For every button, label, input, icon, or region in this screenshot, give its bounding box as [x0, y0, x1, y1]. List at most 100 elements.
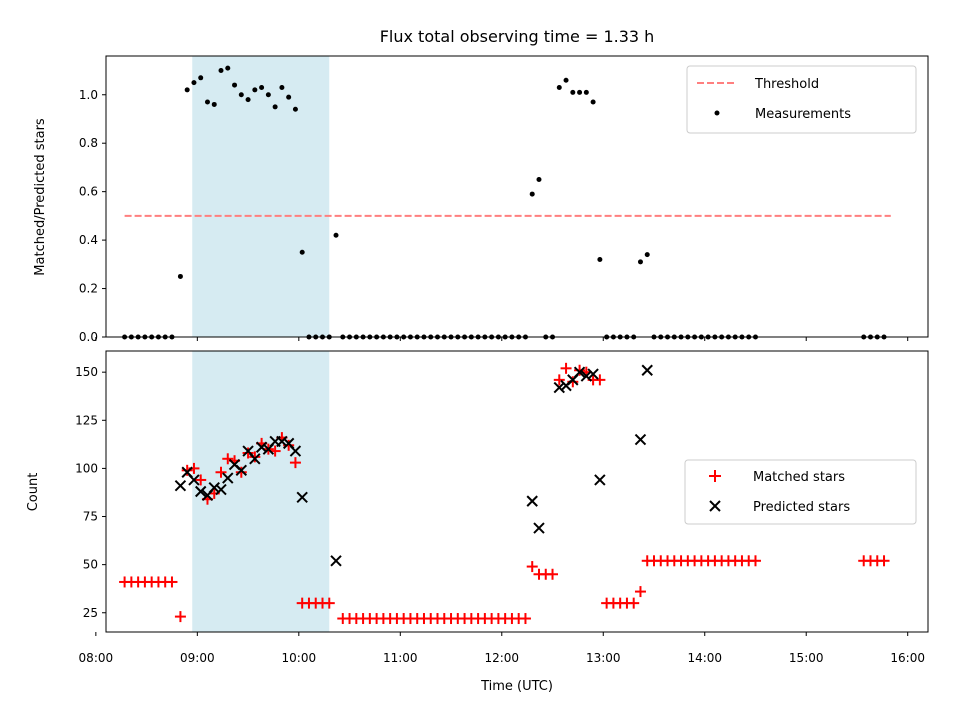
- bottom-y-tick-label: 100: [75, 461, 98, 475]
- bottom-x-tick-label: 09:00: [180, 651, 215, 665]
- bottom-x-axis-label: Time (UTC): [480, 679, 553, 694]
- bottom-x-tick-label: 11:00: [383, 651, 418, 665]
- predicted-star-marker: [235, 464, 248, 477]
- bottom-legend-frame: [684, 459, 917, 525]
- predicted-star-marker: [533, 522, 545, 534]
- top-y-axis-label: Matched/Predicted stars: [33, 118, 48, 276]
- matched-legend-handle: [709, 470, 721, 482]
- top-plot-frame: [105, 55, 929, 338]
- predicted-star-marker: [587, 368, 599, 380]
- measurement-point: [299, 249, 305, 255]
- predicted-star-marker: [208, 481, 220, 494]
- measurement-point: [184, 87, 190, 93]
- bottom-y-tick-label: 25: [83, 606, 98, 620]
- predicted-star-marker: [174, 480, 187, 492]
- bottom-x-tick-label: 08:00: [79, 651, 114, 665]
- predicted-star-marker: [215, 483, 227, 496]
- matched-star-marker: [634, 586, 646, 598]
- bottom-x-tick-label: 14:00: [687, 651, 722, 665]
- matched-star-marker: [749, 555, 761, 567]
- top-panel: 0.0 0.2 0.4 0.6 0.8 1.0 Matched/Predicted sta…: [33, 55, 929, 344]
- top-legend-frame: [686, 65, 917, 134]
- measurement-point: [238, 92, 244, 98]
- top-shaded-span: [192, 56, 330, 337]
- measurement-point: [597, 256, 603, 262]
- bottom-legend: Matched stars Predicted stars: [684, 459, 917, 525]
- matched-star-marker: [174, 611, 186, 623]
- measurement-point: [265, 92, 271, 98]
- measurement-point: [536, 177, 542, 183]
- matched-star-marker: [249, 451, 261, 463]
- predicted-star-marker: [580, 370, 593, 382]
- matched-star-marker: [526, 561, 538, 573]
- measurement-point: [191, 80, 197, 86]
- measurements-legend-label: Measurements: [755, 107, 851, 122]
- matched-star-marker: [560, 362, 572, 374]
- bottom-y-tick-label: 150: [75, 365, 98, 379]
- bottom-y-tick-label: 75: [83, 510, 98, 524]
- top-y-tick-label: 0.6: [79, 185, 98, 199]
- matched-star-marker: [222, 453, 234, 465]
- measurement-point: [570, 89, 576, 95]
- matched-star-marker: [547, 568, 559, 580]
- matched-star-marker: [594, 374, 606, 386]
- predicted-star-marker: [594, 474, 606, 486]
- top-y-tick-label: 0.0: [79, 330, 98, 344]
- predicted-legend-handle: [709, 500, 721, 512]
- predicted-star-marker: [296, 491, 308, 503]
- matched-star-marker: [878, 555, 890, 567]
- bottom-x-tick-label: 15:00: [789, 651, 824, 665]
- measurement-point: [583, 89, 589, 95]
- matched-star-marker: [574, 364, 586, 376]
- measurement-point: [218, 68, 224, 74]
- chart-title: Flux total observing time = 1.33 h: [380, 27, 655, 46]
- bottom-shaded-rect: [192, 351, 330, 632]
- measurement-point: [644, 252, 650, 258]
- measurement-point: [292, 106, 298, 112]
- measurement-point: [590, 99, 596, 105]
- predicted-star-marker: [222, 472, 234, 484]
- matched-star-marker: [195, 474, 207, 486]
- predicted-star-marker: [255, 441, 268, 453]
- predicted-star-marker: [188, 474, 200, 486]
- bottom-matched-points: [119, 362, 890, 625]
- measurement-point: [252, 87, 258, 93]
- predicted-star-marker: [553, 381, 565, 394]
- bottom-y-ticks: 25 50 75 100 125 150: [75, 365, 106, 620]
- bottom-y-tick-label: 125: [75, 413, 98, 427]
- predicted-legend-label: Predicted stars: [753, 500, 850, 515]
- bottom-plot-frame: [105, 350, 929, 633]
- bottom-x-tick-label: 16:00: [890, 651, 925, 665]
- predicted-star-marker: [249, 453, 261, 465]
- predicted-star-marker: [641, 364, 653, 376]
- bottom-predicted-points: [174, 364, 653, 567]
- measurement-point: [279, 84, 285, 90]
- measurement-point: [211, 101, 217, 107]
- top-measurement-points: [122, 65, 887, 340]
- bottom-y-tick-label: 50: [83, 558, 98, 572]
- matched-star-marker: [289, 457, 301, 469]
- measurement-point: [232, 82, 238, 88]
- measurement-point: [333, 232, 339, 238]
- measurement-point: [637, 259, 643, 265]
- predicted-star-marker: [289, 445, 302, 457]
- top-y-tick-label: 0.4: [79, 233, 98, 247]
- top-y-ticks: 0.0 0.2 0.4 0.6 0.8 1.0: [79, 88, 106, 344]
- predicted-star-marker: [276, 435, 288, 448]
- bottom-y-axis-label: Count: [26, 473, 41, 512]
- matched-legend-label: Matched stars: [753, 470, 845, 485]
- measurement-point: [556, 84, 562, 90]
- top-shaded-rect: [192, 56, 330, 337]
- top-x-ticks: [95, 337, 909, 341]
- bottom-x-ticks: 08:00 09:00 10:00 11:00 12:00 13:00 14:00 15:00…: [79, 632, 925, 665]
- measurement-point: [577, 89, 583, 95]
- measurement-point: [286, 94, 292, 100]
- top-y-tick-label: 1.0: [79, 88, 98, 102]
- measurement-point: [204, 99, 210, 105]
- matched-star-marker: [235, 466, 247, 478]
- measurement-point: [177, 273, 183, 279]
- measurement-point: [245, 97, 251, 103]
- measurement-point: [259, 84, 265, 90]
- measurement-point: [529, 191, 535, 197]
